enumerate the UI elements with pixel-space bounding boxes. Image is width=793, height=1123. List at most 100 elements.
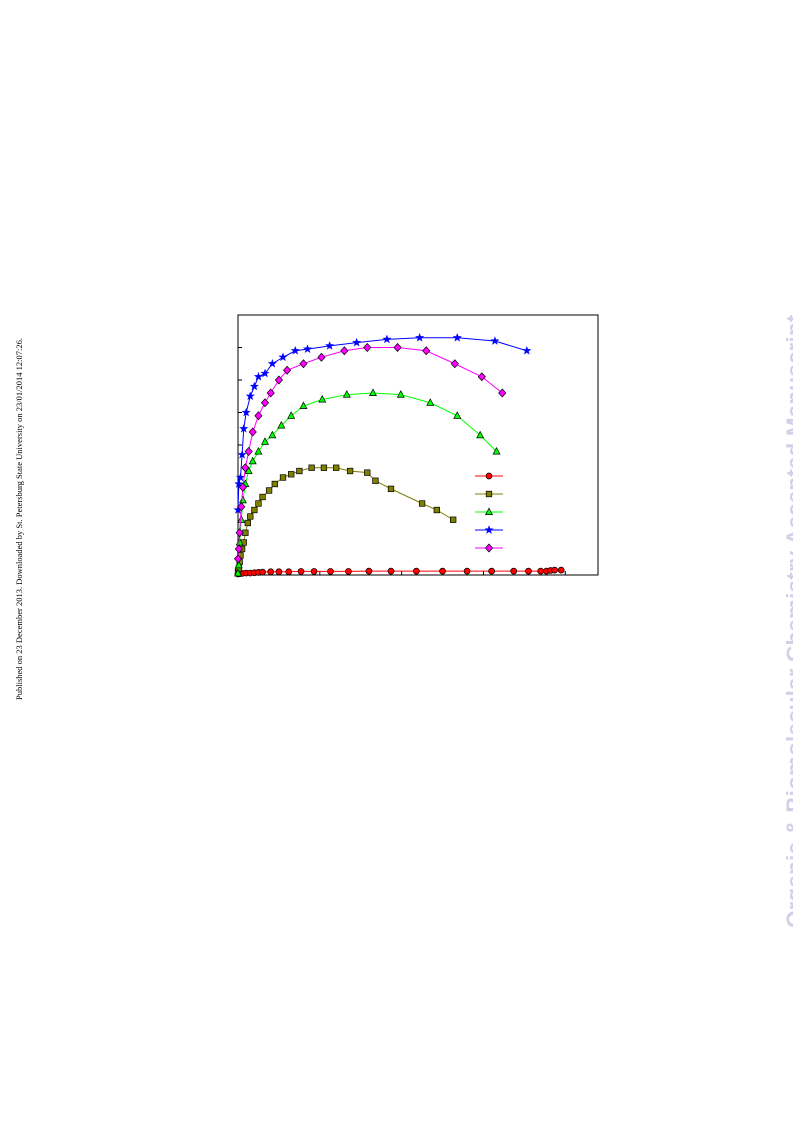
point-0-16: [387, 567, 395, 575]
point-1-21: [364, 469, 371, 476]
point-1-15: [288, 471, 295, 478]
point-4-6: [244, 446, 253, 457]
point-1-17: [308, 464, 315, 471]
point-2-11: [277, 420, 286, 429]
point-3-7: [249, 381, 259, 391]
point-0-19: [463, 567, 471, 575]
point-0-10: [285, 568, 293, 576]
series-line-1: [237, 467, 454, 572]
point-3-4: [239, 423, 249, 433]
point-2-1: [234, 560, 243, 569]
point-3-8: [253, 371, 264, 381]
point-1-19: [333, 464, 340, 471]
point-3-19: [490, 336, 500, 345]
point-3-18: [452, 332, 462, 342]
point-4-10: [266, 388, 275, 398]
point-3-11: [278, 352, 288, 362]
point-2-14: [318, 394, 327, 403]
legend: [475, 472, 503, 553]
point-0-15: [365, 567, 373, 575]
point-2-9: [261, 437, 269, 445]
point-4-7: [248, 427, 257, 437]
point-4-1: [234, 544, 243, 554]
axes: [237, 314, 599, 576]
point-1-14: [279, 474, 287, 481]
legend-marker-4: [484, 543, 494, 553]
plot-frame: [237, 314, 599, 576]
point-3-13: [302, 344, 313, 354]
point-0-21: [510, 567, 518, 575]
point-0-9: [275, 568, 283, 576]
point-4-5: [241, 463, 250, 473]
point-1-20: [346, 467, 354, 475]
point-3-9: [260, 368, 270, 378]
point-3-20: [522, 345, 532, 355]
point-4-17: [393, 342, 402, 353]
point-2-13: [299, 401, 308, 409]
legend-marker-0: [485, 472, 493, 480]
point-3-16: [382, 334, 392, 344]
point-1-7: [244, 519, 251, 527]
point-1-11: [259, 493, 266, 501]
point-4-8: [254, 411, 263, 421]
point-1-25: [433, 506, 440, 514]
point-1-8: [247, 513, 254, 520]
point-4-18: [422, 346, 431, 356]
series-4: [233, 342, 507, 564]
point-2-21: [492, 446, 501, 455]
point-4-3: [237, 502, 246, 512]
point-3-2: [235, 472, 246, 482]
point-0-20: [488, 567, 495, 575]
point-1-13: [271, 480, 278, 488]
point-4-13: [299, 359, 308, 369]
series-3: [233, 332, 532, 514]
point-2-12: [287, 411, 296, 419]
point-4-14: [317, 352, 326, 362]
point-2-0: [234, 568, 242, 577]
point-0-8: [267, 568, 275, 576]
point-4-20: [477, 372, 486, 382]
point-0-26: [551, 566, 558, 574]
point-2-4: [238, 495, 247, 504]
point-4-15: [340, 346, 349, 356]
point-3-12: [290, 345, 300, 355]
point-4-11: [274, 375, 283, 385]
point-4-16: [363, 342, 372, 353]
series-line-4: [237, 347, 503, 559]
point-0-14: [345, 568, 352, 575]
point-1-26: [450, 516, 457, 523]
point-0-27: [557, 566, 565, 574]
legend-marker-3: [484, 525, 494, 534]
point-0-7: [259, 568, 266, 576]
point-3-6: [245, 391, 255, 401]
point-3-15: [352, 337, 362, 347]
point-0-22: [525, 567, 532, 575]
point-4-19: [450, 359, 459, 369]
point-1-12: [265, 487, 273, 494]
point-2-19: [453, 411, 462, 419]
point-2-17: [396, 390, 405, 398]
point-1-9: [251, 506, 258, 514]
legend-marker-1: [485, 490, 493, 498]
point-4-4: [238, 482, 247, 492]
point-0-18: [439, 567, 446, 575]
legend-marker-2: [485, 507, 493, 515]
point-1-16: [296, 467, 303, 475]
series-1: [234, 464, 457, 575]
series-0: [234, 566, 565, 578]
point-2-8: [254, 446, 263, 455]
point-1-24: [418, 500, 426, 507]
point-4-21: [498, 388, 507, 398]
point-1-18: [320, 464, 328, 471]
series-layer: [233, 332, 565, 578]
point-3-1: [234, 479, 244, 488]
point-3-17: [415, 332, 425, 342]
point-2-20: [476, 430, 485, 439]
point-2-15: [342, 390, 351, 398]
point-2-3: [237, 515, 246, 523]
point-1-22: [372, 477, 379, 484]
point-0-11: [297, 568, 305, 575]
point-0-13: [327, 568, 334, 575]
point-4-12: [283, 365, 292, 375]
